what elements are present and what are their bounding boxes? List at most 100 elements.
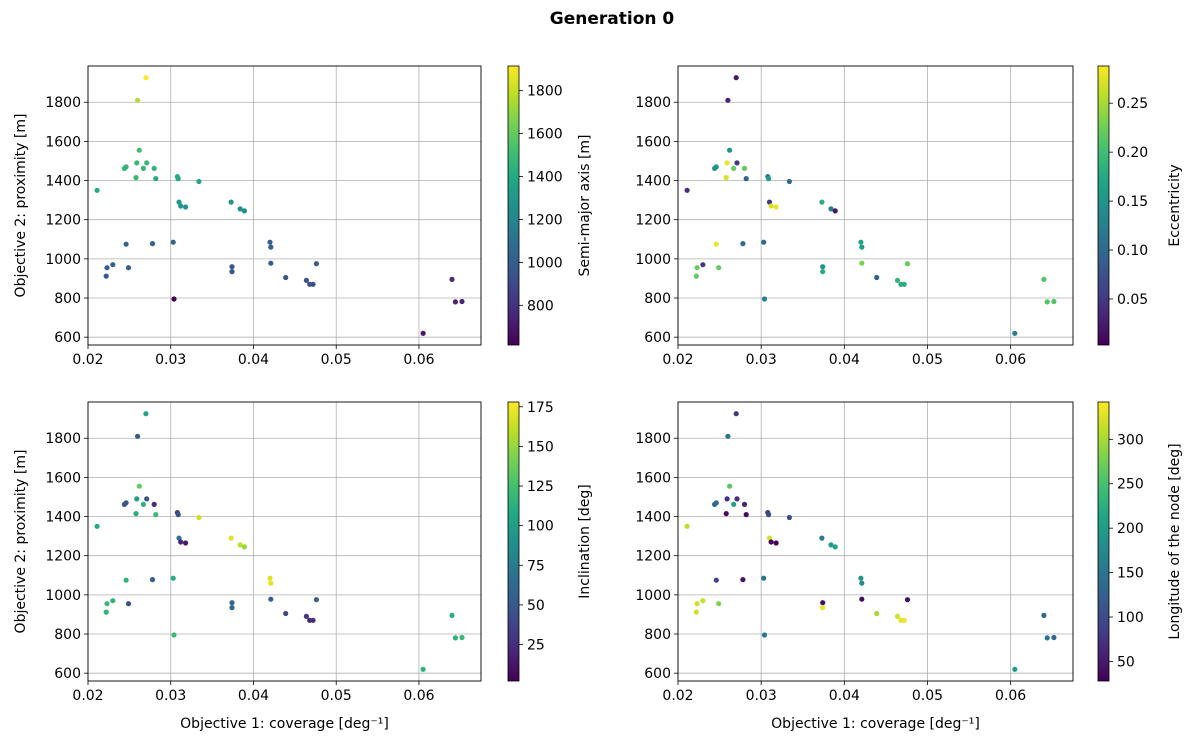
colorbar-tick-label: 25 xyxy=(527,638,545,654)
data-point xyxy=(94,523,100,529)
data-point xyxy=(104,601,110,607)
data-point xyxy=(1012,330,1018,336)
data-point xyxy=(693,609,699,615)
data-point xyxy=(140,165,146,171)
data-point xyxy=(125,265,132,271)
y-tick-label: 800 xyxy=(54,627,81,643)
data-point xyxy=(684,523,690,529)
data-point xyxy=(449,276,455,282)
data-point xyxy=(743,176,749,182)
subplot-top-right: 0.02 0.03 0.04 0.05 0.06 600 800 1000 1200 1400 16… xyxy=(635,65,1183,368)
data-point xyxy=(123,500,129,506)
data-point xyxy=(828,542,834,548)
data-point xyxy=(725,97,731,103)
x-tick-label: 0.03 xyxy=(155,352,186,368)
data-point xyxy=(183,540,189,546)
data-point xyxy=(313,597,319,603)
y-tick-label: 1800 xyxy=(635,95,671,111)
data-point xyxy=(283,274,289,281)
y-tick-label: 1600 xyxy=(635,470,671,486)
colorbar-tick-label: 0.20 xyxy=(1117,145,1148,161)
data-point xyxy=(303,613,309,620)
data-point xyxy=(170,239,176,245)
data-point xyxy=(452,635,458,641)
x-tick-label: 0.06 xyxy=(403,352,434,368)
colorbar-tick-label: 0.05 xyxy=(1117,292,1148,308)
subplot-top-left: 0.02 0.03 0.04 0.05 0.06 600 800 1000 1200 1400 16… xyxy=(13,65,593,368)
data-point xyxy=(229,269,235,275)
data-point xyxy=(149,577,156,583)
data-point xyxy=(766,176,772,182)
data-point xyxy=(858,239,864,245)
data-point xyxy=(241,208,247,214)
figure-title: Generation 0 xyxy=(550,9,675,29)
data-point xyxy=(143,411,149,417)
colorbar-label: Longitude of the node [deg] xyxy=(1167,443,1183,639)
data-point xyxy=(743,511,749,518)
colorbar-tick-label: 100 xyxy=(1117,610,1144,626)
data-point xyxy=(768,203,774,209)
colorbar-tick-label: 75 xyxy=(527,558,545,574)
data-point xyxy=(134,496,140,502)
data-point xyxy=(713,500,719,506)
colorbar-tick-label: 1400 xyxy=(527,170,563,186)
data-point xyxy=(786,178,793,185)
x-tick-label: 0.02 xyxy=(72,688,103,704)
colorbar-tick-label: 175 xyxy=(527,400,554,416)
y-tick-label: 1200 xyxy=(45,213,81,229)
data-point xyxy=(820,264,826,270)
y-tick-label: 600 xyxy=(644,666,671,682)
data-point xyxy=(723,175,729,181)
colorbar-label: Semi-major axis [m] xyxy=(577,134,593,276)
y-tick-label: 1400 xyxy=(45,510,81,526)
y-tick-label: 600 xyxy=(644,330,671,346)
data-point xyxy=(693,273,699,279)
data-point xyxy=(196,178,202,185)
data-point xyxy=(136,483,142,489)
colorbar xyxy=(1097,401,1110,682)
data-point xyxy=(773,540,779,546)
data-point xyxy=(268,260,274,266)
x-tick-label: 0.03 xyxy=(746,688,777,704)
data-point xyxy=(267,575,273,581)
data-point xyxy=(700,262,706,268)
data-point xyxy=(859,260,865,266)
y-tick-label: 1200 xyxy=(635,213,671,229)
x-tick-label: 0.05 xyxy=(912,688,943,704)
colorbar xyxy=(507,65,520,346)
data-point xyxy=(904,597,911,603)
data-point xyxy=(267,239,273,245)
data-point xyxy=(716,265,722,271)
data-point xyxy=(894,277,901,283)
y-tick-label: 1600 xyxy=(45,470,81,486)
data-point xyxy=(237,206,243,212)
data-point xyxy=(110,262,116,268)
data-point xyxy=(1044,635,1050,641)
plot-frame xyxy=(87,401,482,682)
data-point xyxy=(310,281,316,287)
data-point xyxy=(420,330,426,336)
data-point xyxy=(420,666,426,672)
data-point xyxy=(766,535,773,541)
data-point xyxy=(459,298,465,305)
x-axis-label: Objective 1: coverage [deg⁻¹] xyxy=(180,716,389,732)
data-point xyxy=(103,609,109,615)
colorbar-tick-label: 0.25 xyxy=(1117,96,1148,112)
data-point xyxy=(733,75,739,81)
data-point xyxy=(268,596,274,602)
data-point xyxy=(832,544,838,550)
data-point xyxy=(819,535,825,541)
data-point xyxy=(175,511,181,518)
data-point xyxy=(170,575,176,581)
x-tick-label: 0.04 xyxy=(829,352,860,368)
data-point xyxy=(713,577,719,583)
x-tick-label: 0.05 xyxy=(321,688,352,704)
data-point xyxy=(725,433,731,439)
y-tick-label: 1400 xyxy=(635,510,671,526)
data-point xyxy=(133,175,139,181)
x-tick-label: 0.04 xyxy=(238,352,269,368)
data-point xyxy=(133,510,139,517)
y-tick-label: 800 xyxy=(644,627,671,643)
data-point xyxy=(1044,299,1050,305)
data-point xyxy=(713,241,719,247)
